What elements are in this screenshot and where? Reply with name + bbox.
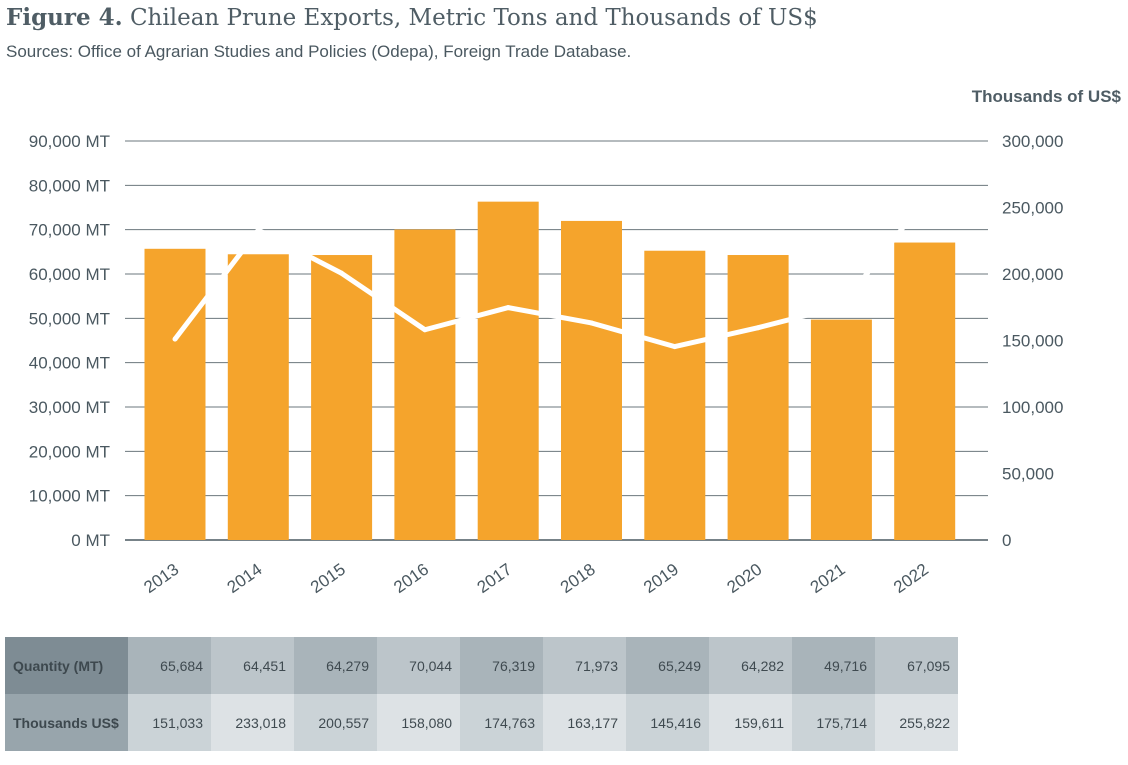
x-axis-tick-label: 2019 (640, 560, 682, 597)
x-axis-tick-label: 2018 (557, 560, 599, 597)
table-cell: 65,684 (128, 637, 211, 694)
table-cell: 145,416 (626, 694, 709, 751)
bar-2022 (894, 242, 956, 540)
table-cell: 151,033 (128, 694, 211, 751)
x-axis-tick-label: 2020 (724, 560, 766, 597)
right-axis-tick-label: 150,000 (1002, 332, 1063, 351)
table-cell: 64,451 (211, 637, 294, 694)
value-line-series (173, 198, 927, 350)
table-cell: 255,822 (875, 694, 958, 751)
bar-2017 (477, 201, 539, 540)
x-axis-tick-label: 2013 (140, 560, 182, 597)
table-cell: 64,282 (709, 637, 792, 694)
table-cell: 200,557 (294, 694, 377, 751)
right-axis-tick-label: 0 (1002, 531, 1011, 550)
table-cell: 158,080 (377, 694, 460, 751)
chart-title: Figure 4. Chilean Prune Exports, Metric … (6, 4, 818, 31)
row-header: Thousands US$ (5, 694, 128, 751)
x-axis-tick-label: 2014 (224, 560, 266, 597)
table-cell: 71,973 (543, 637, 626, 694)
chart-subtitle: Sources: Office of Agrarian Studies and … (6, 42, 632, 61)
table-cell: 159,611 (709, 694, 792, 751)
x-axis-tick-label: 2022 (890, 560, 932, 597)
table-cell: 67,095 (875, 637, 958, 694)
right-axis-tick-label: 250,000 (1002, 199, 1063, 218)
table-cell: 76,319 (460, 637, 543, 694)
x-axis-tick-label: 2017 (474, 560, 516, 597)
table-cell: 174,763 (460, 694, 543, 751)
right-axis-title: Thousands of US$ (972, 87, 1122, 106)
bar-2020 (727, 255, 789, 540)
right-axis-tick-label: 300,000 (1002, 132, 1063, 151)
bar-2014 (227, 254, 289, 541)
table-cell: 49,716 (792, 637, 875, 694)
table-row-quantity: Quantity (MT) 65,684 64,451 64,279 70,044 76… (5, 637, 958, 694)
left-axis-tick-label: 90,000 MT (29, 132, 110, 151)
left-axis-tick-label: 70,000 MT (29, 221, 110, 240)
figure-label: Figure 4. (6, 4, 123, 31)
bar-2013 (144, 248, 206, 540)
figure-title: Chilean Prune Exports, Metric Tons and T… (129, 5, 818, 31)
bar-2019 (644, 250, 706, 540)
bar-2016 (394, 229, 456, 540)
data-table: Quantity (MT) 65,684 64,451 64,279 70,044 76… (5, 637, 958, 751)
table-cell: 70,044 (377, 637, 460, 694)
left-axis-tick-label: 60,000 MT (29, 265, 110, 284)
x-axis-tick-label: 2016 (390, 560, 432, 597)
row-header: Quantity (MT) (5, 637, 128, 694)
left-axis-tick-label: 20,000 MT (29, 442, 110, 461)
left-axis-tick-label: 80,000 MT (29, 176, 110, 195)
table-cell: 65,249 (626, 637, 709, 694)
bar-2015 (311, 255, 373, 540)
left-axis-tick-label: 0 MT (71, 531, 110, 550)
right-axis-tick-label: 100,000 (1002, 398, 1063, 417)
table-cell: 64,279 (294, 637, 377, 694)
bar-2021 (810, 319, 872, 540)
left-axis-tick-label: 50,000 MT (29, 309, 110, 328)
right-axis-tick-label: 50,000 (1002, 465, 1054, 484)
x-axis-tick-label: 2015 (307, 560, 349, 597)
combo-chart: 0 MT 10,000 MT 20,000 MT 30,000 MT 40,000 MT… (29, 87, 1122, 597)
table-cell: 163,177 (543, 694, 626, 751)
left-axis-tick-label: 10,000 MT (29, 487, 110, 506)
table-row-value: Thousands US$ 151,033 233,018 200,557 158,0… (5, 694, 958, 751)
left-axis-tick-label: 40,000 MT (29, 354, 110, 373)
table-cell: 233,018 (211, 694, 294, 751)
left-axis-tick-label: 30,000 MT (29, 398, 110, 417)
table-cell: 175,714 (792, 694, 875, 751)
bar-2018 (561, 220, 622, 541)
x-axis-tick-label: 2021 (807, 560, 849, 597)
right-axis-tick-label: 200,000 (1002, 265, 1063, 284)
